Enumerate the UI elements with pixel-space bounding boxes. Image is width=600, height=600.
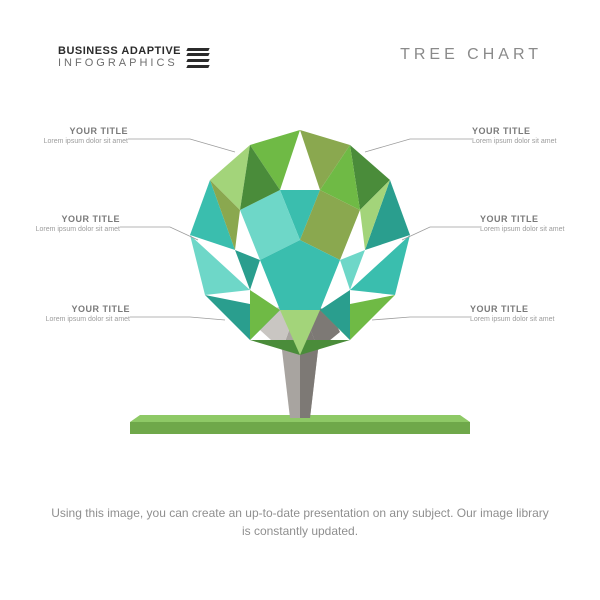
footer-text: Using this image, you can create an up-t…: [0, 504, 600, 540]
stripes-icon: [187, 48, 209, 68]
tree-svg: [0, 100, 600, 460]
callout-body: Lorem ipsum dolor sit amet: [0, 316, 130, 325]
callout-body: Lorem ipsum dolor sit amet: [0, 138, 128, 147]
callout-body: Lorem ipsum dolor sit amet: [0, 226, 120, 235]
callout-4: YOUR TITLE Lorem ipsum dolor sit amet: [472, 126, 600, 147]
canopy: [190, 130, 410, 355]
brand-line2: INFOGRAPHICS: [58, 58, 181, 70]
callout-body: Lorem ipsum dolor sit amet: [470, 316, 600, 325]
brand-block: BUSINESS ADAPTIVE INFOGRAPHICS: [58, 46, 209, 69]
brand-line1: BUSINESS ADAPTIVE: [58, 46, 181, 58]
page-title: TREE CHART: [400, 46, 542, 64]
callout-title: YOUR TITLE: [470, 304, 600, 314]
brand-text: BUSINESS ADAPTIVE INFOGRAPHICS: [58, 46, 181, 69]
callout-title: YOUR TITLE: [0, 126, 128, 136]
callout-body: Lorem ipsum dolor sit amet: [472, 138, 600, 147]
callout-title: YOUR TITLE: [480, 214, 600, 224]
header: BUSINESS ADAPTIVE INFOGRAPHICS TREE CHAR…: [58, 46, 542, 69]
callout-1: YOUR TITLE Lorem ipsum dolor sit amet: [0, 126, 128, 147]
callout-2: YOUR TITLE Lorem ipsum dolor sit amet: [0, 214, 120, 235]
callout-title: YOUR TITLE: [0, 214, 120, 224]
callout-title: YOUR TITLE: [472, 126, 600, 136]
callout-body: Lorem ipsum dolor sit amet: [480, 226, 600, 235]
tree-chart: YOUR TITLE Lorem ipsum dolor sit amet YO…: [0, 100, 600, 460]
callout-title: YOUR TITLE: [0, 304, 130, 314]
callout-3: YOUR TITLE Lorem ipsum dolor sit amet: [0, 304, 130, 325]
callout-6: YOUR TITLE Lorem ipsum dolor sit amet: [470, 304, 600, 325]
callout-5: YOUR TITLE Lorem ipsum dolor sit amet: [480, 214, 600, 235]
